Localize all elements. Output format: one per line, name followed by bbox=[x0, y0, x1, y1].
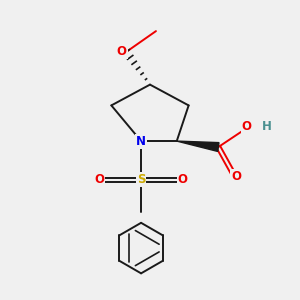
Text: O: O bbox=[242, 120, 252, 133]
Text: O: O bbox=[94, 173, 104, 186]
Text: H: H bbox=[262, 120, 271, 133]
Text: O: O bbox=[117, 45, 127, 58]
Polygon shape bbox=[177, 141, 219, 152]
Text: O: O bbox=[231, 170, 241, 183]
Text: N: N bbox=[136, 135, 146, 148]
Text: O: O bbox=[178, 173, 188, 186]
Text: S: S bbox=[137, 173, 145, 186]
